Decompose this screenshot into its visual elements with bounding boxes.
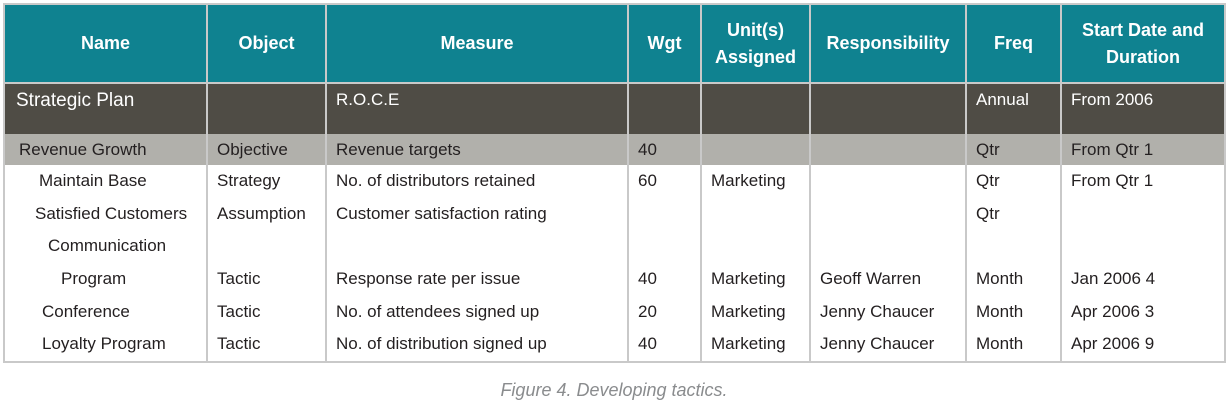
cell-responsibility: [809, 230, 967, 263]
cell-freq: Qtr: [965, 165, 1062, 198]
cell-object: [206, 230, 327, 263]
cell-wgt: 40: [627, 262, 702, 296]
cell-measure: No. of distribution signed up: [325, 327, 629, 363]
cell-freq: Month: [965, 295, 1062, 328]
cell-responsibility: [809, 197, 967, 231]
cell-start: [1060, 197, 1226, 231]
cell-start: [1060, 230, 1226, 263]
cell-measure: Revenue targets: [325, 134, 629, 165]
cell-responsibility: [809, 83, 967, 134]
header-measure: Measure: [325, 3, 629, 84]
cell-units: [700, 197, 811, 231]
cell-units: Marketing: [700, 327, 811, 363]
cell-units: [700, 83, 811, 134]
cell-responsibility: [809, 134, 967, 165]
table-row: Conference Tactic No. of attendees signe…: [3, 295, 1226, 328]
cell-measure: Customer satisfaction rating: [325, 197, 629, 231]
cell-freq: Month: [965, 327, 1062, 363]
cell-freq: Month: [965, 262, 1062, 296]
cell-responsibility: [809, 165, 967, 198]
table-row: Maintain Base Strategy No. of distributo…: [3, 165, 1226, 198]
cell-measure: No. of attendees signed up: [325, 295, 629, 328]
header-name: Name: [3, 3, 208, 84]
header-start-date-duration: Start Date and Duration: [1060, 3, 1226, 84]
figure-caption: Figure 4. Developing tactics.: [500, 380, 728, 400]
cell-wgt: 60: [627, 165, 702, 198]
cell-name: Program: [3, 262, 208, 296]
header-units-assigned: Unit(s) Assigned: [700, 3, 811, 84]
cell-name: Communication: [3, 230, 208, 263]
cell-name: Strategic Plan: [3, 83, 208, 134]
cell-freq: Qtr: [965, 197, 1062, 231]
cell-start: From Qtr 1: [1060, 134, 1226, 165]
table-row: Loyalty Program Tactic No. of distributi…: [3, 327, 1226, 363]
cell-name: Loyalty Program: [3, 327, 208, 363]
cell-object: [206, 83, 327, 134]
cell-object: Assumption: [206, 197, 327, 231]
cell-wgt: [627, 83, 702, 134]
cell-object: Objective: [206, 134, 327, 165]
table-row: Strategic Plan R.O.C.E Annual From 2006: [3, 83, 1226, 134]
header-object: Object: [206, 3, 327, 84]
cell-start: From 2006: [1060, 83, 1226, 134]
cell-start: From Qtr 1: [1060, 165, 1226, 198]
cell-units: Marketing: [700, 165, 811, 198]
table-row: Program Tactic Response rate per issue 4…: [3, 262, 1226, 296]
cell-start: Jan 2006 4: [1060, 262, 1226, 296]
cell-start: Apr 2006 9: [1060, 327, 1226, 363]
cell-wgt: 40: [627, 327, 702, 363]
table-row: Satisfied Customers Assumption Customer …: [3, 197, 1226, 231]
cell-wgt: 40: [627, 134, 702, 165]
cell-object: Tactic: [206, 327, 327, 363]
cell-freq: Annual: [965, 83, 1062, 134]
cell-name: Satisfied Customers: [3, 197, 208, 231]
cell-object: Tactic: [206, 262, 327, 296]
cell-units: [700, 134, 811, 165]
cell-measure: R.O.C.E: [325, 83, 629, 134]
cell-units: [700, 230, 811, 263]
cell-name: Conference: [3, 295, 208, 328]
cell-object: Strategy: [206, 165, 327, 198]
cell-measure: [325, 230, 629, 263]
table-header-row: Name Object Measure Wgt Unit(s) Assigned…: [3, 3, 1226, 84]
cell-freq: [965, 230, 1062, 263]
cell-name: Maintain Base: [3, 165, 208, 198]
cell-wgt: 20: [627, 295, 702, 328]
tactics-table-container: Name Object Measure Wgt Unit(s) Assigned…: [3, 3, 1226, 363]
cell-units: Marketing: [700, 262, 811, 296]
cell-responsibility: Jenny Chaucer: [809, 295, 967, 328]
cell-start: Apr 2006 3: [1060, 295, 1226, 328]
header-freq: Freq: [965, 3, 1062, 84]
cell-wgt: [627, 230, 702, 263]
cell-measure: Response rate per issue: [325, 262, 629, 296]
cell-object: Tactic: [206, 295, 327, 328]
cell-measure: No. of distributors retained: [325, 165, 629, 198]
cell-responsibility: Jenny Chaucer: [809, 327, 967, 363]
cell-units: Marketing: [700, 295, 811, 328]
header-wgt: Wgt: [627, 3, 702, 84]
cell-freq: Qtr: [965, 134, 1062, 165]
table-row: Communication: [3, 230, 1226, 263]
tactics-table: Name Object Measure Wgt Unit(s) Assigned…: [3, 3, 1226, 363]
cell-wgt: [627, 197, 702, 231]
cell-name: Revenue Growth: [3, 134, 208, 165]
cell-responsibility: Geoff Warren: [809, 262, 967, 296]
table-row: Revenue Growth Objective Revenue targets…: [3, 134, 1226, 165]
header-responsibility: Responsibility: [809, 3, 967, 84]
